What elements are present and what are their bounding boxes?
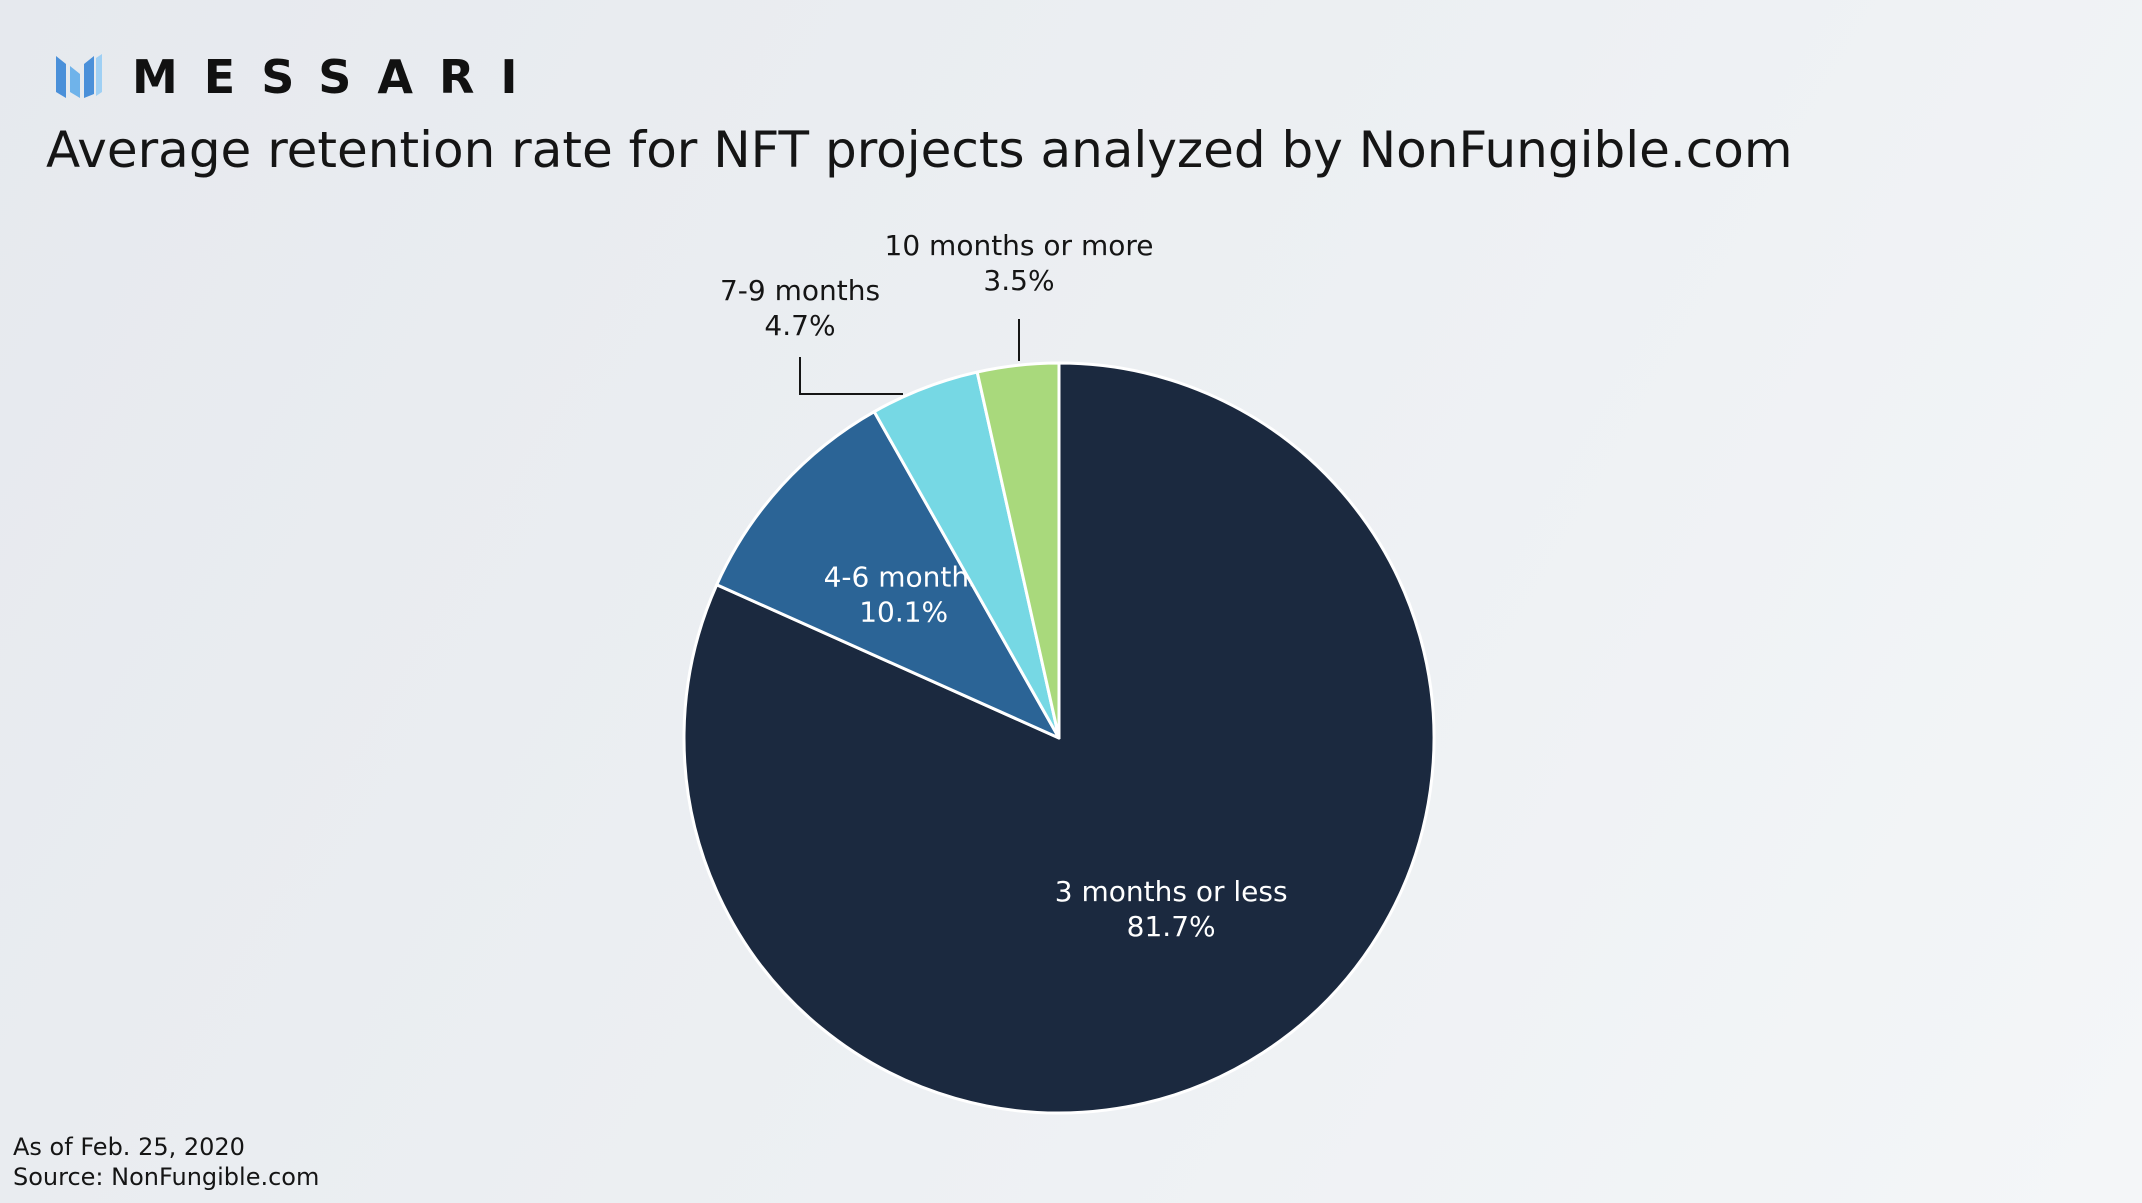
pie-slice-1 [682,361,1436,1115]
pie-slice-4 [975,361,1061,740]
source-note: Source: NonFungible.com [13,1163,320,1191]
pie-slice-2 [715,410,1061,740]
slice-value-3: 4.7% [764,309,835,342]
as-of-note: As of Feb. 25, 2020 [13,1133,245,1161]
slice-value-2: 10.1% [859,596,948,629]
logo-bar-3 [84,56,94,98]
slice-label-1: 3 months or less [1055,875,1288,908]
logo-bar-2 [70,66,80,98]
chart-title: Average retention rate for NFT projects … [46,121,1793,179]
logo-bar-1 [56,56,66,98]
slice-label-4: 10 months or more [885,229,1154,262]
slice-value-4: 3.5% [983,264,1054,297]
brand-name: MESSARI [132,50,544,104]
slice-label-2: 4-6 months [824,561,984,594]
leader-line-3 [799,357,903,395]
slice-label-3: 7-9 months [720,274,880,307]
logo-bar-4 [96,54,102,96]
brand-header: MESSARI [56,52,544,102]
slice-value-1: 81.7% [1127,910,1216,943]
messari-logo-icon [56,54,102,98]
